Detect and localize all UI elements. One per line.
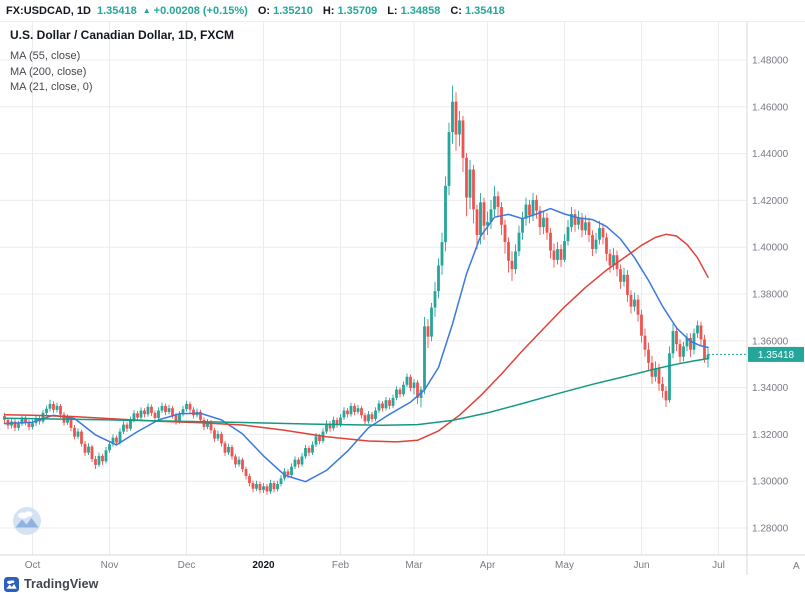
time-tick-label: 2020 [252,560,275,571]
tradingview-logo-icon [4,576,19,592]
time-axis[interactable]: Oct Nov Dec 2020 Feb Mar Apr May Jun Jul [25,560,725,571]
price-tick-label: 1.44000 [752,149,789,160]
time-tick-label: Jun [633,560,649,571]
ma-line-200[interactable] [3,233,709,443]
time-tick-label: Oct [25,560,41,571]
time-tick-label: Feb [332,560,350,571]
price-tick-label: 1.30000 [752,477,789,488]
close-label: C: [450,4,462,17]
open-value: 1.35210 [273,4,313,17]
svg-text:1.35418: 1.35418 [758,350,795,361]
price-change: +0.00208 (+0.15%) [153,4,248,17]
chart-plot-area[interactable]: 1.35418 1.48000 1.46000 1.44000 1.42000 1.400… [0,22,805,575]
last-price-badge: 1.35418 [748,346,804,362]
low-value: 1.34858 [400,4,441,17]
ma-line-55[interactable] [3,207,709,483]
price-axis[interactable]: 1.48000 1.46000 1.44000 1.42000 1.40000 1.380… [752,56,789,535]
symbol-title[interactable]: FX:USDCAD, 1D [6,4,91,17]
time-tick-label: Dec [178,560,196,571]
price-tick-label: 1.34000 [752,383,789,394]
time-tick-label: Nov [101,560,119,571]
axis-auto-button[interactable]: A [793,561,800,572]
time-tick-label: May [555,560,574,571]
price-tick-label: 1.46000 [752,102,789,113]
time-tick-label: Jul [712,560,725,571]
price-tick-label: 1.28000 [752,524,789,535]
price-tick-label: 1.36000 [752,336,789,347]
price-tick-label: 1.42000 [752,196,789,207]
chart-header: FX:USDCAD, 1D 1.35418 ▲ +0.00208 (+0.15%… [0,0,805,22]
chart-region: 1.35418 1.48000 1.46000 1.44000 1.42000 1.400… [0,22,805,575]
brand-name: TradingView [24,577,99,591]
tradingview-attribution-link[interactable]: TradingView [4,576,99,592]
time-tick-label: Apr [480,560,496,571]
grid [0,22,747,555]
high-value: 1.35709 [337,4,378,17]
price-tick-label: 1.48000 [752,56,789,67]
time-tick-label: Mar [405,560,423,571]
price-tick-label: 1.40000 [752,243,789,254]
price-tick-label: 1.32000 [752,430,789,441]
close-value: 1.35418 [464,4,505,17]
high-label: H: [322,4,335,17]
ma-line-21[interactable] [3,357,709,427]
open-label: O: [257,4,271,17]
price-tick-label: 1.38000 [752,290,789,301]
last-price: 1.35418 [96,4,137,17]
change-up-arrow-icon: ▲ [142,6,151,15]
tradingview-watermark-icon [13,507,41,535]
low-label: L: [387,4,398,17]
footer: TradingView [0,575,805,593]
